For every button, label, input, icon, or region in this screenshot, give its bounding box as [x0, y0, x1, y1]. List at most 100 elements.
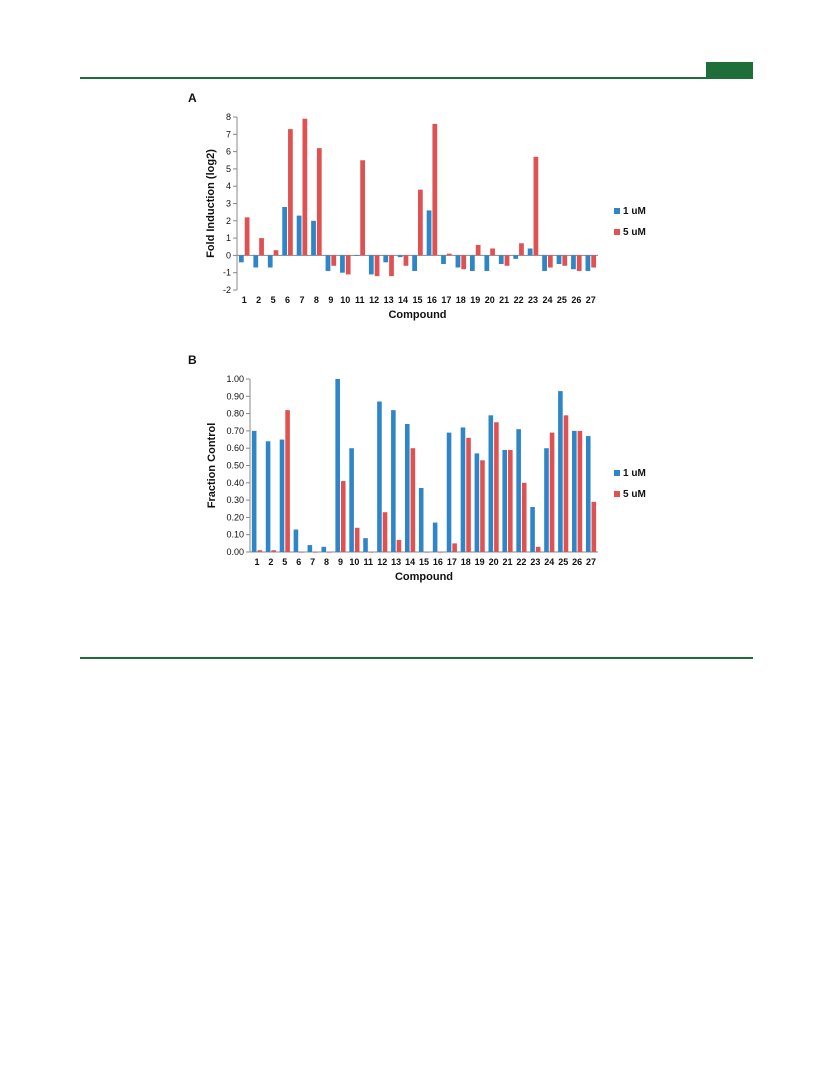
x-tick-label: 9 — [328, 295, 333, 305]
bar-1um-9 — [325, 255, 331, 271]
x-tick-label: 10 — [340, 295, 350, 305]
panel-label-a: A — [188, 91, 197, 105]
bar-1um-24 — [544, 448, 549, 552]
bar-5um-20 — [494, 422, 499, 552]
y-tick-label: 0.20 — [226, 512, 244, 522]
x-tick-label: 25 — [557, 295, 567, 305]
y-tick-label: 2 — [226, 216, 231, 226]
y-tick-label: 0.10 — [226, 530, 244, 540]
bar-1um-10 — [340, 255, 345, 273]
bar-5um-1 — [244, 217, 250, 256]
bar-5um-22 — [521, 482, 527, 552]
footer-rule — [80, 657, 753, 659]
bar-1um-14 — [404, 423, 410, 552]
bar-5um-27 — [591, 501, 597, 552]
bar-5um-5 — [273, 250, 279, 256]
bar-5um-9 — [340, 481, 346, 552]
x-tick-label: 14 — [398, 295, 408, 305]
x-tick-label: 24 — [542, 295, 552, 305]
bar-5um-22 — [519, 243, 524, 256]
bar-5um-21 — [504, 255, 510, 266]
bar-1um-9 — [335, 379, 340, 552]
bar-1um-12 — [377, 401, 382, 552]
bar-1um-11 — [363, 538, 368, 552]
header-rule — [80, 77, 753, 79]
bar-5um-17 — [446, 253, 452, 256]
bar-1um-27 — [585, 436, 591, 552]
y-tick-label: -1 — [223, 268, 231, 278]
bar-1um-19 — [474, 453, 480, 552]
bar-5um-1 — [257, 550, 263, 552]
x-tick-label: 11 — [364, 557, 374, 567]
header-accent-tab — [706, 62, 753, 78]
y-axis-title: Fold Induction (log2) — [205, 149, 217, 258]
bar-5um-27 — [591, 255, 597, 268]
bar-1um-21 — [502, 449, 508, 552]
bar-1um-15 — [412, 255, 417, 271]
legend-swatch-5um — [614, 229, 620, 235]
legend-label-1um: 1 uM — [623, 468, 646, 479]
bar-5um-24 — [547, 255, 553, 268]
bar-1um-10 — [349, 448, 354, 552]
bar-1um-7 — [307, 545, 313, 552]
bar-5um-12 — [374, 255, 380, 277]
x-tick-label: 7 — [299, 295, 304, 305]
bar-1um-8 — [321, 546, 327, 552]
bar-1um-23 — [530, 507, 535, 552]
bar-1um-2 — [253, 255, 259, 268]
x-tick-label: 25 — [558, 557, 568, 567]
legend-swatch-1um — [614, 208, 620, 214]
x-tick-label: 9 — [338, 557, 343, 567]
x-tick-label: 21 — [503, 557, 513, 567]
x-tick-label: 18 — [461, 557, 471, 567]
bar-1um-15 — [418, 487, 424, 552]
bar-5um-8 — [327, 552, 332, 553]
bar-1um-18 — [460, 427, 466, 552]
x-tick-label: 2 — [256, 295, 261, 305]
bar-5um-5 — [285, 410, 290, 552]
x-tick-label: 26 — [571, 295, 581, 305]
bar-5um-11 — [360, 160, 366, 256]
bar-1um-14 — [397, 255, 403, 258]
bar-1um-25 — [556, 255, 562, 265]
x-tick-label: 20 — [489, 557, 499, 567]
bar-5um-23 — [535, 546, 541, 552]
x-tick-label: 5 — [282, 557, 287, 567]
bar-1um-23 — [527, 248, 533, 256]
bar-1um-22 — [516, 429, 521, 552]
bar-5um-14 — [410, 448, 416, 552]
bar-5um-10 — [345, 255, 351, 275]
x-tick-label: 15 — [419, 557, 429, 567]
x-tick-label: 6 — [296, 557, 301, 567]
chart-b-fraction-control: 0.00 0.10 0.20 0.30 0.40 0.50 0.60 0.70 0.80 0.90… — [206, 374, 646, 583]
x-axis-title: Compound — [395, 571, 453, 583]
x-tick-label: 27 — [586, 295, 596, 305]
bar-1um-20 — [488, 415, 494, 552]
bar-5um-15 — [424, 552, 430, 553]
y-tick-label: -2 — [223, 285, 231, 295]
x-tick-label: 7 — [310, 557, 315, 567]
bar-1um-20 — [484, 255, 490, 271]
y-tick-label: 7 — [226, 129, 231, 139]
x-tick-label: 17 — [447, 557, 457, 567]
y-axis-title: Fraction Control — [206, 423, 218, 509]
bar-1um-11 — [354, 255, 360, 256]
bar-5um-25 — [562, 255, 568, 266]
x-tick-label: 22 — [514, 295, 524, 305]
bar-5um-16 — [432, 123, 438, 256]
x-tick-label: 11 — [355, 295, 365, 305]
x-tick-label: 14 — [405, 557, 415, 567]
x-tick-label: 19 — [475, 557, 485, 567]
x-tick-label: 18 — [456, 295, 466, 305]
bar-5um-13 — [389, 255, 394, 277]
bar-1um-17 — [446, 432, 452, 552]
y-tick-label: 5 — [226, 164, 231, 174]
x-tick-label: 21 — [499, 295, 509, 305]
bar-5um-21 — [508, 449, 513, 552]
y-tick-label: 0.50 — [226, 461, 244, 471]
legend-swatch-1um — [614, 470, 620, 476]
bar-1um-18 — [455, 255, 461, 268]
bar-5um-6 — [299, 552, 304, 553]
y-tick-label: 0.40 — [226, 478, 244, 488]
y-tick-label: 0.80 — [226, 409, 244, 419]
